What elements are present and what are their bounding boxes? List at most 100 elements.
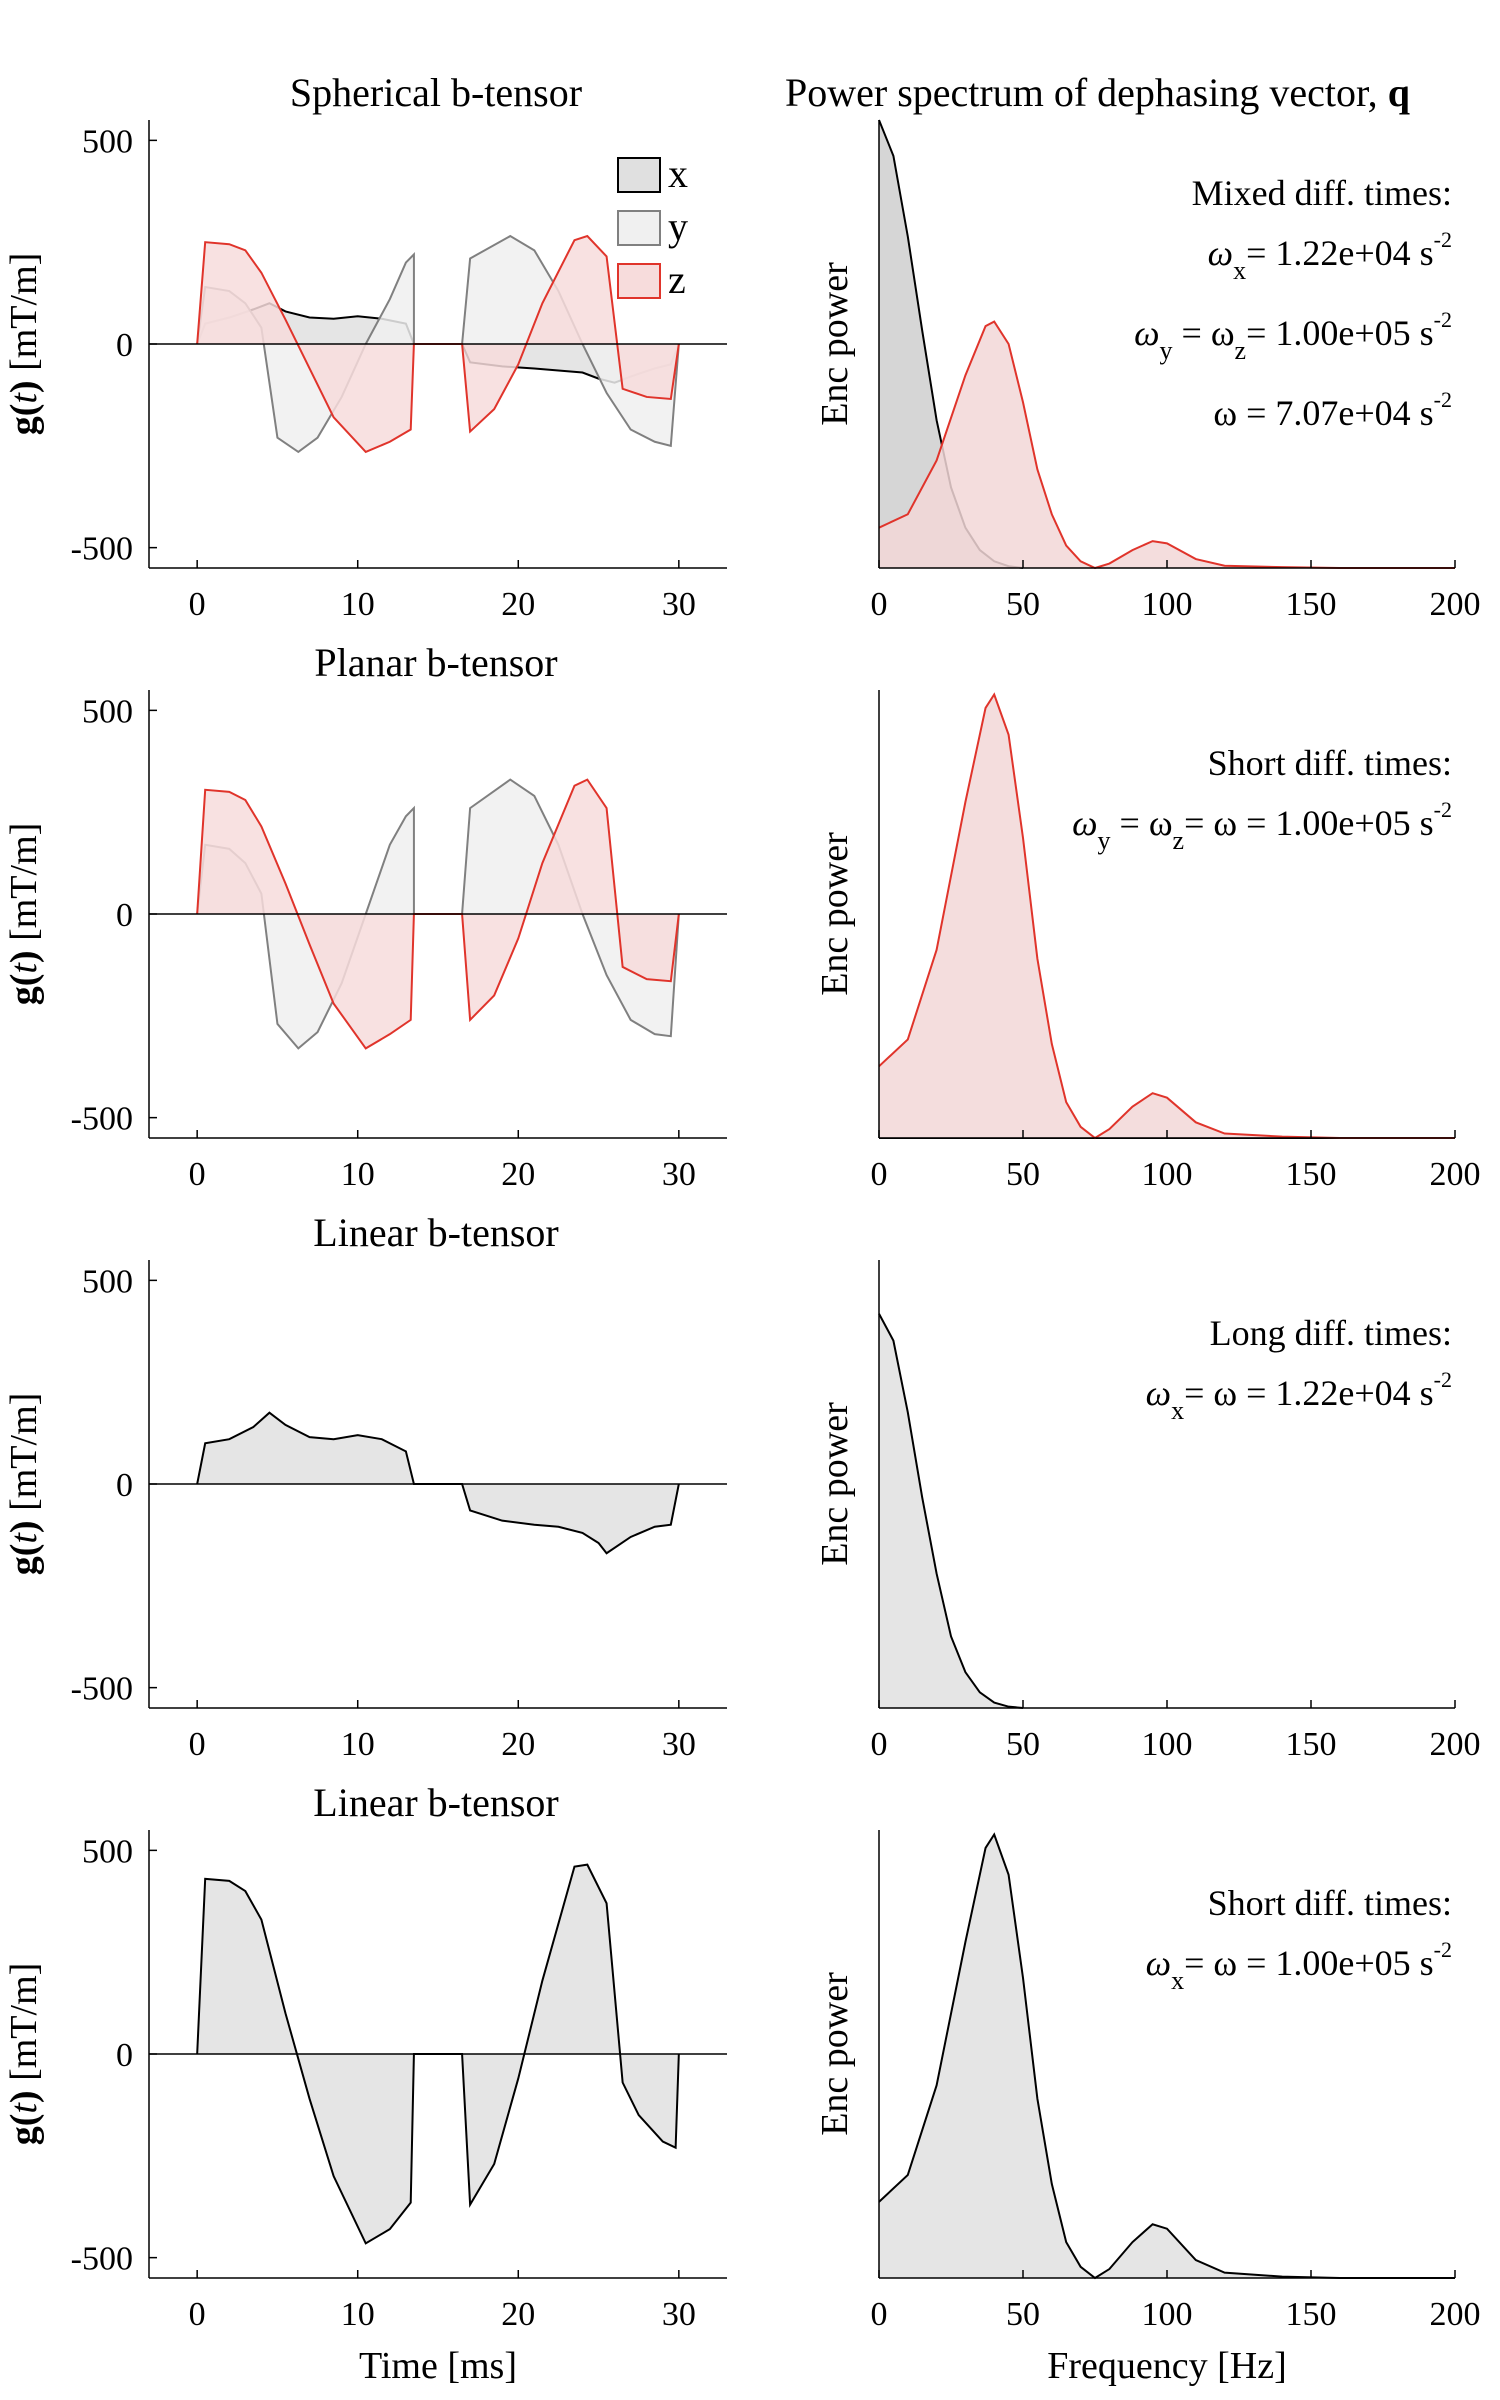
- chart-panel-6: 0 50 100 150 200 Enc power: [814, 1260, 1481, 1763]
- annotation-line: ω = 7.07e+04 s-2: [1213, 387, 1452, 433]
- y-axis-label: g(t) [mT/m]: [3, 1963, 45, 2146]
- y-axis-label: Enc power: [814, 1402, 856, 1566]
- x-tick-label: 10: [341, 586, 375, 623]
- legend-swatch-y: [617, 210, 661, 246]
- y-tick-label: 500: [82, 1833, 133, 1870]
- series-area-y: [197, 236, 679, 452]
- x-tick-label: 150: [1286, 1156, 1337, 1193]
- y-axis-label: g(t) [mT/m]: [3, 1393, 45, 1576]
- x-tick-label: 50: [1006, 1726, 1040, 1763]
- x-tick-label: 150: [1286, 586, 1337, 623]
- x-tick-label: 10: [341, 1156, 375, 1193]
- y-axis-label: Enc power: [814, 832, 856, 996]
- x-tick-label: 150: [1286, 1726, 1337, 1763]
- x-tick-label: 100: [1142, 586, 1193, 623]
- x-tick-label: 0: [189, 1726, 206, 1763]
- chart-panel-8: 0 50 100 150 200 Enc power Frequency [Hz]: [814, 1830, 1481, 2387]
- x-tick-label: 20: [501, 586, 535, 623]
- series-area-x: [197, 1412, 679, 1554]
- x-tick-label: 100: [1142, 2296, 1193, 2333]
- panel-title: Planar b-tensor: [314, 640, 557, 685]
- x-tick-label: 50: [1006, 1156, 1040, 1193]
- chart-panel-5: 0 10 20 30 500 0 -500 Linear b-tensor g(t) [mT/m…: [3, 1210, 727, 1763]
- annotation-header: Short diff. times:: [1208, 1883, 1452, 1923]
- annotation-line: ωx= ω = 1.22e+04 s-2: [1146, 1367, 1452, 1425]
- legend-label-y: y: [668, 204, 688, 249]
- chart-panel-4: 0 50 100 150 200 Enc power: [814, 690, 1481, 1193]
- series-area-z: [879, 321, 1455, 568]
- x-tick-label: 30: [662, 1726, 696, 1763]
- panel-title: Spherical b-tensor: [290, 70, 582, 115]
- x-tick-label: 20: [501, 1726, 535, 1763]
- panel-title: Linear b-tensor: [313, 1210, 558, 1255]
- y-tick-label: 500: [82, 1263, 133, 1300]
- x-axis-label: Frequency [Hz]: [1047, 2345, 1287, 2387]
- x-tick-label: 200: [1430, 1156, 1481, 1193]
- annotation-2: Short diff. times: ωy = ωz= ω = 1.00e+05 …: [1072, 743, 1452, 855]
- annotation-header: Short diff. times:: [1208, 743, 1452, 783]
- annotation-4: Short diff. times: ωx= ω = 1.00e+05 s-2: [1146, 1883, 1452, 1995]
- x-tick-label: 200: [1430, 586, 1481, 623]
- x-tick-label: 10: [341, 2296, 375, 2333]
- y-tick-label: 500: [82, 123, 133, 160]
- y-tick-label: 0: [116, 327, 133, 364]
- legend-swatch-x: [617, 157, 661, 193]
- chart-panel-1: 0 10 20 30 500 0 -500 Spherical b-tensor g(t) [m…: [3, 70, 727, 623]
- spectrum-header: Power spectrum of dephasing vector, q: [785, 70, 1410, 115]
- series-area-z: [197, 779, 679, 1049]
- x-axis-label: Time [ms]: [359, 2345, 517, 2387]
- x-tick-label: 20: [501, 2296, 535, 2333]
- annotation-header: Mixed diff. times:: [1192, 173, 1452, 213]
- x-tick-label: 0: [871, 1726, 888, 1763]
- annotation-1: Mixed diff. times: ωx= 1.22e+04 s-2 ωy = ω…: [1134, 173, 1452, 433]
- legend-label-x: x: [668, 151, 688, 196]
- y-tick-label: -500: [71, 531, 133, 568]
- series-line-z: [878, 320, 1455, 570]
- y-axis-label: Enc power: [814, 262, 856, 426]
- legend-label-z: z: [668, 257, 686, 302]
- y-tick-label: 0: [116, 897, 133, 934]
- x-tick-label: 10: [341, 1726, 375, 1763]
- x-tick-label: 150: [1286, 2296, 1337, 2333]
- annotation-line: ωx= 1.22e+04 s-2: [1208, 227, 1452, 285]
- x-tick-label: 30: [662, 1156, 696, 1193]
- legend: xyz: [617, 151, 688, 302]
- series-line-x: [878, 1313, 1024, 1709]
- x-tick-label: 30: [662, 2296, 696, 2333]
- x-tick-label: 0: [189, 2296, 206, 2333]
- x-tick-label: 50: [1006, 2296, 1040, 2333]
- chart-panel-7: 0 10 20 30 500 0 -500 Linear b-tensor g(t) [mT/m…: [3, 1780, 727, 2387]
- annotation-line: ωy = ωz= 1.00e+05 s-2: [1134, 307, 1452, 365]
- chart-panel-2: 0 50 100 150 200 Enc power: [814, 119, 1481, 623]
- series-area-x: [197, 1864, 679, 2244]
- y-axis-label: g(t) [mT/m]: [3, 823, 45, 1006]
- series-area-x: [197, 303, 679, 383]
- x-tick-label: 0: [871, 586, 888, 623]
- annotation-line: ωx= ω = 1.00e+05 s-2: [1146, 1937, 1452, 1995]
- annotation-3: Long diff. times: ωx= ω = 1.22e+04 s-2: [1146, 1313, 1452, 1425]
- annotation-line: ωy = ωz= ω = 1.00e+05 s-2: [1072, 797, 1452, 855]
- x-tick-label: 30: [662, 586, 696, 623]
- legend-swatch-z: [617, 263, 661, 299]
- y-tick-label: -500: [71, 1101, 133, 1138]
- annotation-header: Long diff. times:: [1210, 1313, 1452, 1353]
- x-tick-label: 200: [1430, 2296, 1481, 2333]
- series-area-x: [879, 1313, 1023, 1708]
- y-axis-label: Enc power: [814, 1972, 856, 2136]
- series-area-z: [197, 236, 679, 452]
- series-area-x: [879, 120, 1023, 568]
- x-tick-label: 100: [1142, 1726, 1193, 1763]
- y-tick-label: 0: [116, 2037, 133, 2074]
- series-area-x: [879, 1834, 1455, 2278]
- y-tick-label: 500: [82, 693, 133, 730]
- x-tick-label: 50: [1006, 586, 1040, 623]
- chart-panel-3: 0 10 20 30 500 0 -500 Planar b-tensor g(t) [mT/m…: [3, 640, 727, 1193]
- x-tick-label: 0: [871, 2296, 888, 2333]
- panel-title: Linear b-tensor: [313, 1780, 558, 1825]
- y-tick-label: -500: [71, 1671, 133, 1708]
- y-tick-label: -500: [71, 2241, 133, 2278]
- x-tick-label: 0: [871, 1156, 888, 1193]
- x-tick-label: 0: [189, 586, 206, 623]
- series-area-z: [879, 694, 1455, 1138]
